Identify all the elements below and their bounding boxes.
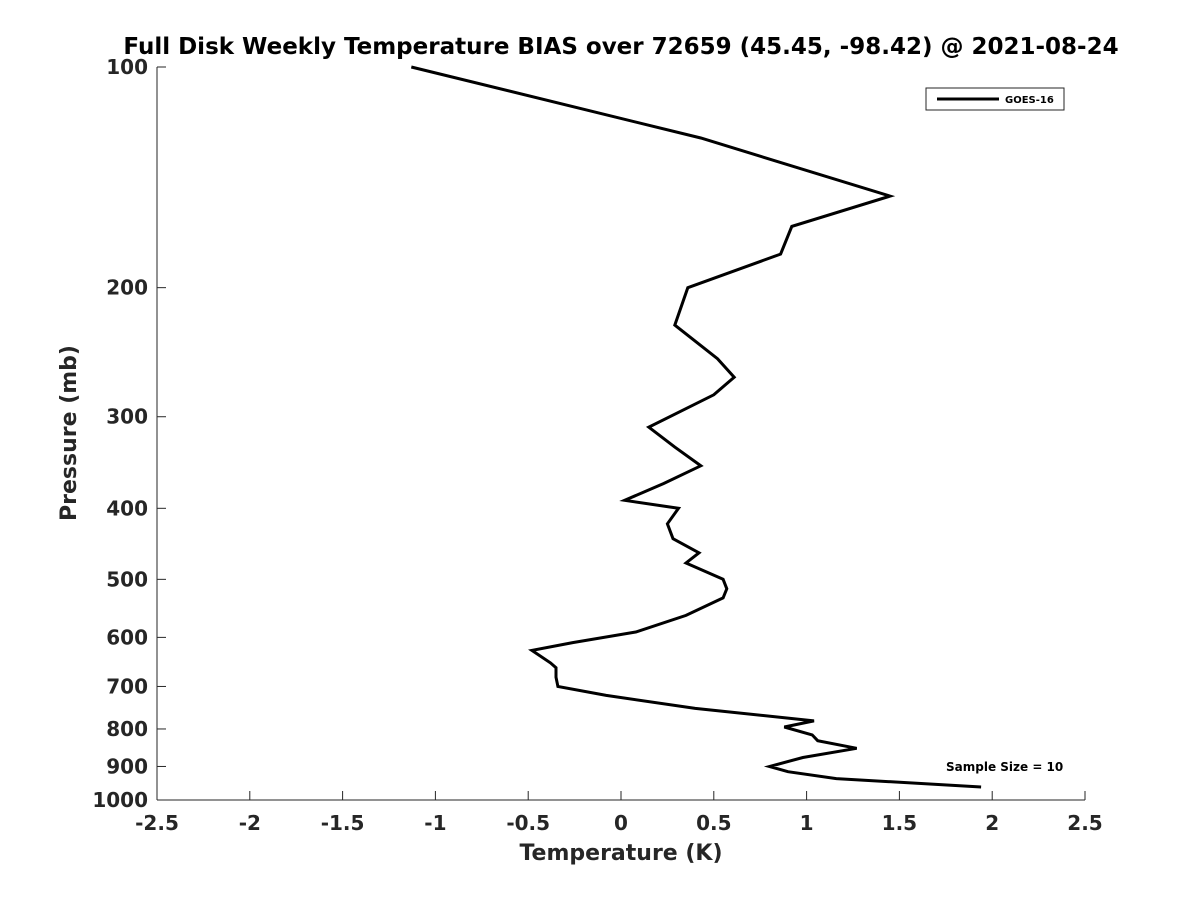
y-tick-label: 300 (106, 405, 148, 429)
y-tick-label: 1000 (92, 788, 148, 812)
axis-ticks: -2.5 -2 -1.5 -1 -0.5 0 0.5 1 1.5 2 2.5 100 200 300 400… (92, 55, 1102, 835)
plot-area (410, 65, 982, 789)
x-tick-label: -1.5 (321, 811, 365, 835)
sample-size-annotation: Sample Size = 10 (946, 760, 1063, 774)
y-tick-label: 100 (106, 55, 148, 79)
axes (156, 67, 1085, 801)
x-tick-label: 1.5 (882, 811, 917, 835)
x-tick-label: 0 (614, 811, 628, 835)
x-tick-label: -1 (424, 811, 446, 835)
x-tick-label: 0.5 (696, 811, 731, 835)
y-axis-label: Pressure (mb) (57, 345, 82, 521)
x-tick-label: -0.5 (506, 811, 550, 835)
y-tick-label: 600 (106, 625, 148, 649)
y-tick-label: 200 (106, 276, 148, 300)
y-tick-label: 500 (106, 567, 148, 591)
legend: GOES-16 (925, 87, 1065, 111)
y-tick-label: 800 (106, 717, 148, 741)
x-tick-label: -2 (239, 811, 261, 835)
series-line-0 (410, 65, 982, 789)
x-tick-label: -2.5 (135, 811, 179, 835)
x-axis-label: Temperature (K) (519, 841, 722, 866)
legend-entry-label: GOES-16 (1005, 95, 1054, 106)
x-tick-label: 1 (800, 811, 814, 835)
y-tick-label: 700 (106, 674, 148, 698)
y-tick-label: 900 (106, 754, 148, 778)
x-tick-label: 2 (985, 811, 999, 835)
x-tick-label: 2.5 (1067, 811, 1102, 835)
chart-title: Full Disk Weekly Temperature BIAS over 7… (123, 34, 1118, 60)
y-tick-label: 400 (106, 496, 148, 520)
